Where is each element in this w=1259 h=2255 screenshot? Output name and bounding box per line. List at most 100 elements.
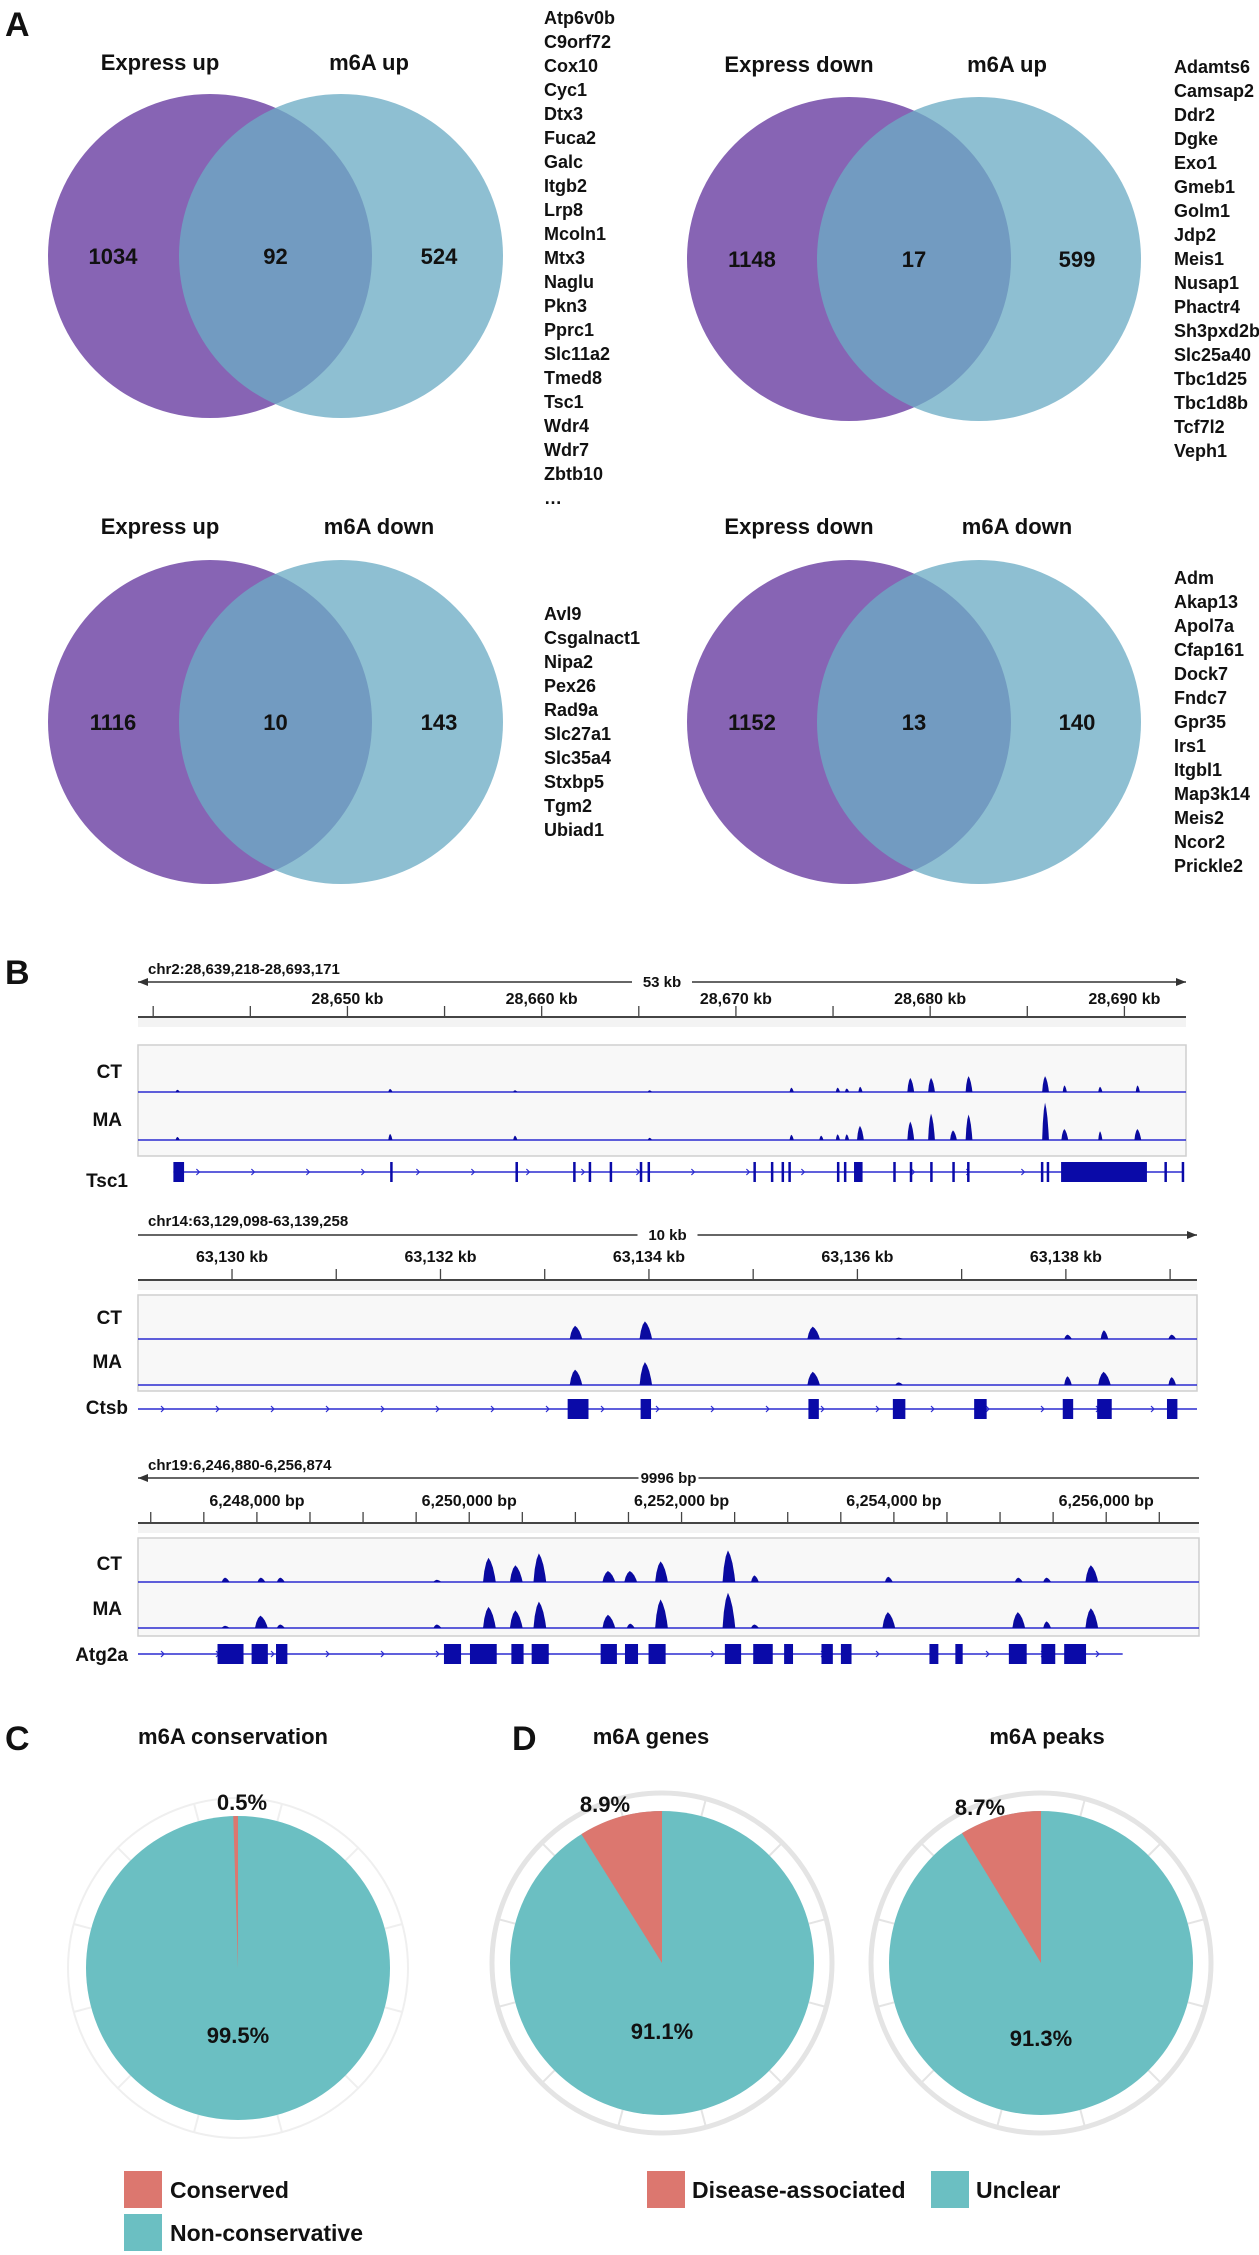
venn-set-label: Express up [101, 50, 220, 75]
coverage-peak [276, 1577, 285, 1582]
coverage-peak [807, 1326, 820, 1339]
gene-exon [647, 1162, 651, 1182]
gene-exon [784, 1644, 794, 1664]
gene-exon [974, 1399, 987, 1419]
gene-exon [854, 1162, 863, 1182]
track-label: CT [97, 1062, 123, 1083]
track-label: CT [97, 1554, 123, 1575]
gene-exon [567, 1399, 589, 1419]
coverage-peak [1168, 1377, 1176, 1385]
venn-set-label: m6A up [967, 52, 1047, 77]
pie-outer-ring [67, 1797, 409, 2139]
coverage-peak [789, 1134, 794, 1140]
overlap-gene-name: Zbtb10 [544, 464, 603, 484]
overlap-gene-name: Rad9a [544, 700, 599, 720]
overlap-gene-name: Jdp2 [1174, 225, 1216, 245]
coverage-peak [844, 1134, 850, 1140]
coverage-peak [1098, 1086, 1103, 1092]
pie-ring-tick [497, 1918, 516, 1925]
coverage-peak [602, 1614, 616, 1628]
overlap-gene-name: Adamts6 [1174, 57, 1250, 77]
overlap-gene-name: Galc [544, 152, 583, 172]
ruler-tick-label: 28,670 kb [700, 991, 772, 1008]
overlap-gene-name: Dgke [1174, 129, 1218, 149]
coverage-peak [388, 1088, 393, 1092]
coverage-peak [1061, 1129, 1069, 1140]
coverage-peak [509, 1565, 523, 1582]
pie-ring-tick [1187, 2001, 1206, 2008]
pie-ring-tick [768, 2069, 783, 2084]
pie-ring-tick [617, 2109, 624, 2128]
pie-title: m6A genes [593, 1724, 710, 1749]
venn-circle-m6a [817, 560, 1141, 884]
venn-count-right: 524 [421, 244, 458, 269]
overlap-gene-name: Tmed8 [544, 368, 602, 388]
overlap-gene-name: Lrp8 [544, 200, 583, 220]
gene-exon [1181, 1162, 1185, 1182]
overlap-gene-name: Wdr4 [544, 416, 589, 436]
coverage-peak [1043, 1621, 1051, 1628]
overlap-gene-name: Cyc1 [544, 80, 587, 100]
strand-arrow-icon [415, 1168, 421, 1176]
coverage-peak [433, 1579, 442, 1582]
venn-diagram: Express up m6A up 1034 92 524 Atp6v0b C9orf72 C… [48, 8, 615, 508]
coverage-peak [907, 1121, 915, 1140]
gene-exon [515, 1162, 518, 1182]
coverage-peak [882, 1612, 896, 1628]
overlap-gene-name: Slc27a1 [544, 724, 611, 744]
overlap-gene-name: Sh3pxd2b [1174, 321, 1259, 341]
overlap-gene-name: Dock7 [1174, 664, 1228, 684]
ruler-tick-label: 28,690 kb [1088, 991, 1160, 1008]
coverage-peak [509, 1610, 523, 1628]
strand-arrow-icon [1040, 1405, 1045, 1413]
overlap-gene-name: Akap13 [1174, 592, 1238, 612]
coverage-peak [1134, 1129, 1142, 1140]
ruler-tick-label: 63,132 kb [404, 1249, 476, 1266]
strand-arrow-icon [545, 1405, 550, 1413]
overlap-gene-name: Fuca2 [544, 128, 596, 148]
overlap-gene-name: Pprc1 [544, 320, 594, 340]
panel-label-a: A [5, 6, 30, 44]
coverage-peak [1062, 1085, 1067, 1092]
pie-ring-tick [1147, 2069, 1162, 2084]
legend-swatch [124, 2171, 162, 2208]
coverage-peak [858, 1086, 863, 1092]
coverage-peak [751, 1624, 759, 1628]
span-length-label: 9996 bp [641, 1470, 697, 1487]
overlap-gene-name: Nusap1 [1174, 273, 1239, 293]
strand-arrow-icon [985, 1650, 990, 1658]
coverage-peak [513, 1135, 518, 1140]
coverage-peak [624, 1571, 638, 1582]
venn-count-overlap: 92 [263, 244, 287, 269]
gene-exon [893, 1162, 896, 1182]
coverage-peak [1098, 1131, 1103, 1140]
overlap-gene-name: Golm1 [1174, 201, 1230, 221]
coverage-peak [1014, 1577, 1023, 1582]
gene-exon [821, 1644, 833, 1664]
coverage-peak [751, 1575, 759, 1582]
gene-exon [1062, 1399, 1074, 1419]
strand-arrow-icon [360, 1168, 366, 1176]
gene-exon [1008, 1644, 1027, 1664]
panel-label-c: C [5, 1720, 30, 1758]
pie-chart: m6A conservation 0.5% 99.5% [67, 1724, 409, 2139]
gene-exon [648, 1644, 666, 1664]
overlap-gene-name: Prickle2 [1174, 856, 1243, 876]
coverage-peak [647, 1090, 652, 1092]
ruler-tick-label: 6,248,000 bp [209, 1493, 304, 1510]
overlap-gene-name: Apol7a [1174, 616, 1235, 636]
pie-ring-tick [276, 1803, 283, 1822]
coverage-peak [569, 1369, 583, 1385]
gene-exon [892, 1399, 906, 1419]
overlap-gene-name: Tcf7l2 [1174, 417, 1225, 437]
gene-exon [217, 1644, 244, 1664]
coverage-peak [276, 1624, 285, 1628]
strand-arrow-icon [655, 1405, 660, 1413]
arrow-right-icon [1187, 1231, 1197, 1239]
overlap-gene-name: Irs1 [1174, 736, 1206, 756]
coverage-peak [1042, 1102, 1049, 1140]
gene-exon [843, 1162, 847, 1182]
overlap-gene-name: Tbc1d8b [1174, 393, 1248, 413]
strand-arrow-icon [600, 1405, 605, 1413]
